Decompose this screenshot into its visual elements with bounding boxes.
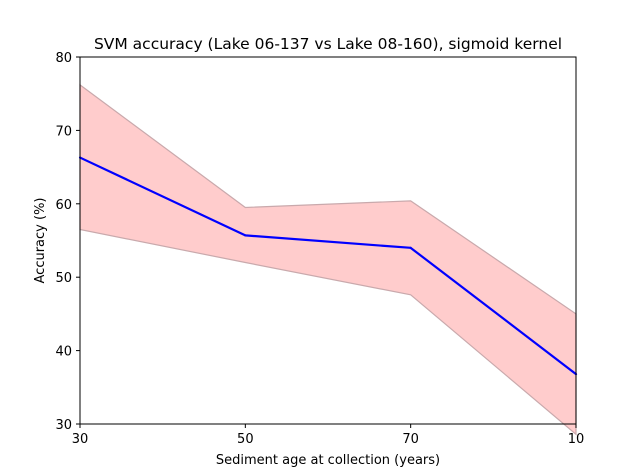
data-point xyxy=(244,234,247,237)
x-tick-label: 70 xyxy=(402,432,419,447)
x-tick-label: 50 xyxy=(237,432,254,447)
x-tick-label: 30 xyxy=(72,432,89,447)
y-axis-title: Accuracy (%) xyxy=(33,198,48,284)
data-point xyxy=(409,246,412,249)
x-axis-title: Sediment age at collection (years) xyxy=(216,453,440,468)
y-tick-label: 40 xyxy=(55,345,72,360)
chart-title: SVM accuracy (Lake 06-137 vs Lake 08-160… xyxy=(94,35,562,53)
y-tick-label: 80 xyxy=(55,51,72,66)
x-tick-label: 10 xyxy=(568,432,585,447)
y-tick-label: 50 xyxy=(55,271,72,286)
accuracy-line xyxy=(79,156,577,375)
y-tick-label: 60 xyxy=(55,198,72,213)
y-tick-label: 70 xyxy=(55,124,72,139)
y-tick-label: 30 xyxy=(55,418,72,433)
plot-frame xyxy=(79,56,577,425)
confidence-band xyxy=(79,83,577,436)
